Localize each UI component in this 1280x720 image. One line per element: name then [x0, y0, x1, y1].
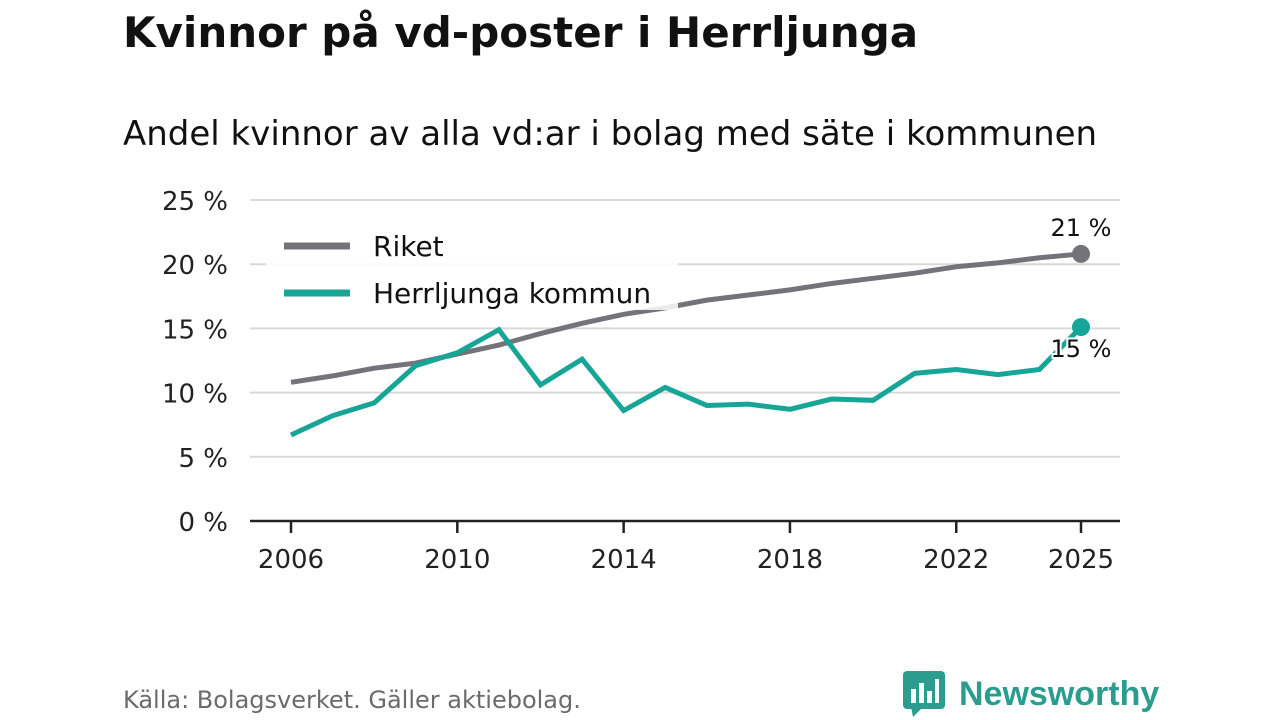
y-tick-label: 15 %: [162, 315, 228, 345]
y-tick-label: 20 %: [162, 251, 228, 281]
legend-label: Riket: [373, 230, 444, 263]
legend: Riket Herrljunga kommun: [266, 222, 678, 310]
end-label-riket: 21 %: [1051, 214, 1112, 242]
source-note: Källa: Bolagsverket. Gäller aktiebolag.: [123, 686, 581, 714]
end-point-herrljunga: [1072, 318, 1090, 337]
series-line-herrljunga: [289, 325, 1083, 438]
y-tick-label: 5 %: [178, 444, 228, 474]
x-tick-label: 2018: [757, 545, 823, 575]
y-tick-label: 0 %: [178, 508, 228, 538]
x-tick-label: 2014: [591, 545, 657, 575]
chart-title: Kvinnor på vd-poster i Herrljunga: [123, 8, 919, 57]
legend-label: Herrljunga kommun: [373, 277, 651, 310]
series-lines: [289, 244, 1090, 438]
end-point-riket: [1072, 244, 1090, 263]
end-labels: 21 % 15 %: [1049, 214, 1114, 365]
y-tick-label: 25 %: [162, 187, 228, 217]
end-label-herrljunga: 15 %: [1051, 335, 1112, 363]
axes: 0 % 5 % 10 % 15 % 20 % 25 % 2006 2010 2014 2018 20…: [162, 187, 1120, 575]
x-tick-label: 2022: [923, 545, 989, 575]
x-tick-label: 2006: [258, 545, 324, 575]
brand-logo: Newsworthy: [903, 670, 1159, 718]
chart-subtitle: Andel kvinnor av alla vd:ar i bolag med …: [123, 114, 1098, 154]
brand-name: Newsworthy: [959, 674, 1160, 713]
x-tick-label: 2010: [424, 545, 490, 575]
y-tick-label: 10 %: [162, 380, 228, 410]
newsworthy-logo-icon: [903, 671, 945, 717]
x-tick-label: 2025: [1048, 545, 1114, 575]
